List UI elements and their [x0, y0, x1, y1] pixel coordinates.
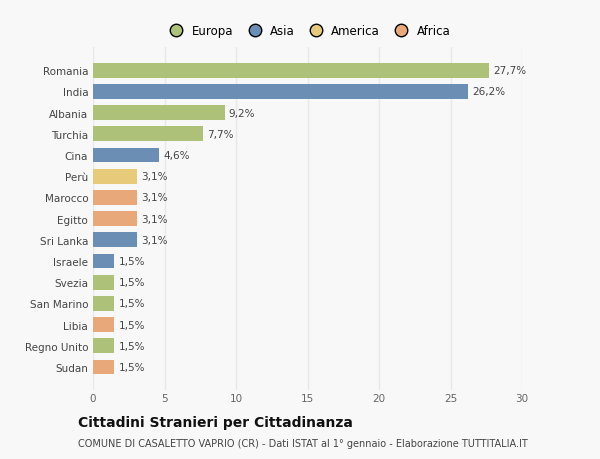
- Text: 1,5%: 1,5%: [119, 299, 145, 309]
- Legend: Europa, Asia, America, Africa: Europa, Asia, America, Africa: [160, 20, 455, 42]
- Text: 1,5%: 1,5%: [119, 362, 145, 372]
- Text: COMUNE DI CASALETTO VAPRIO (CR) - Dati ISTAT al 1° gennaio - Elaborazione TUTTIT: COMUNE DI CASALETTO VAPRIO (CR) - Dati I…: [78, 438, 528, 448]
- Text: Cittadini Stranieri per Cittadinanza: Cittadini Stranieri per Cittadinanza: [78, 415, 353, 429]
- Text: 1,5%: 1,5%: [119, 341, 145, 351]
- Bar: [93, 254, 115, 269]
- Text: 1,5%: 1,5%: [119, 257, 145, 267]
- Bar: [93, 190, 137, 206]
- Bar: [93, 318, 115, 332]
- Bar: [93, 339, 115, 353]
- Bar: [93, 169, 137, 184]
- Text: 26,2%: 26,2%: [472, 87, 505, 97]
- Text: 3,1%: 3,1%: [142, 193, 168, 203]
- Bar: [93, 360, 115, 375]
- Text: 1,5%: 1,5%: [119, 278, 145, 288]
- Text: 9,2%: 9,2%: [229, 108, 256, 118]
- Text: 3,1%: 3,1%: [142, 214, 168, 224]
- Bar: [93, 127, 203, 142]
- Text: 27,7%: 27,7%: [493, 66, 527, 76]
- Bar: [93, 148, 159, 163]
- Bar: [93, 297, 115, 311]
- Bar: [93, 212, 137, 227]
- Text: 4,6%: 4,6%: [163, 151, 190, 161]
- Text: 3,1%: 3,1%: [142, 172, 168, 182]
- Text: 1,5%: 1,5%: [119, 320, 145, 330]
- Bar: [93, 106, 224, 121]
- Bar: [93, 233, 137, 248]
- Bar: [93, 85, 467, 100]
- Text: 3,1%: 3,1%: [142, 235, 168, 245]
- Text: 7,7%: 7,7%: [208, 129, 234, 140]
- Bar: [93, 275, 115, 290]
- Bar: [93, 64, 489, 78]
